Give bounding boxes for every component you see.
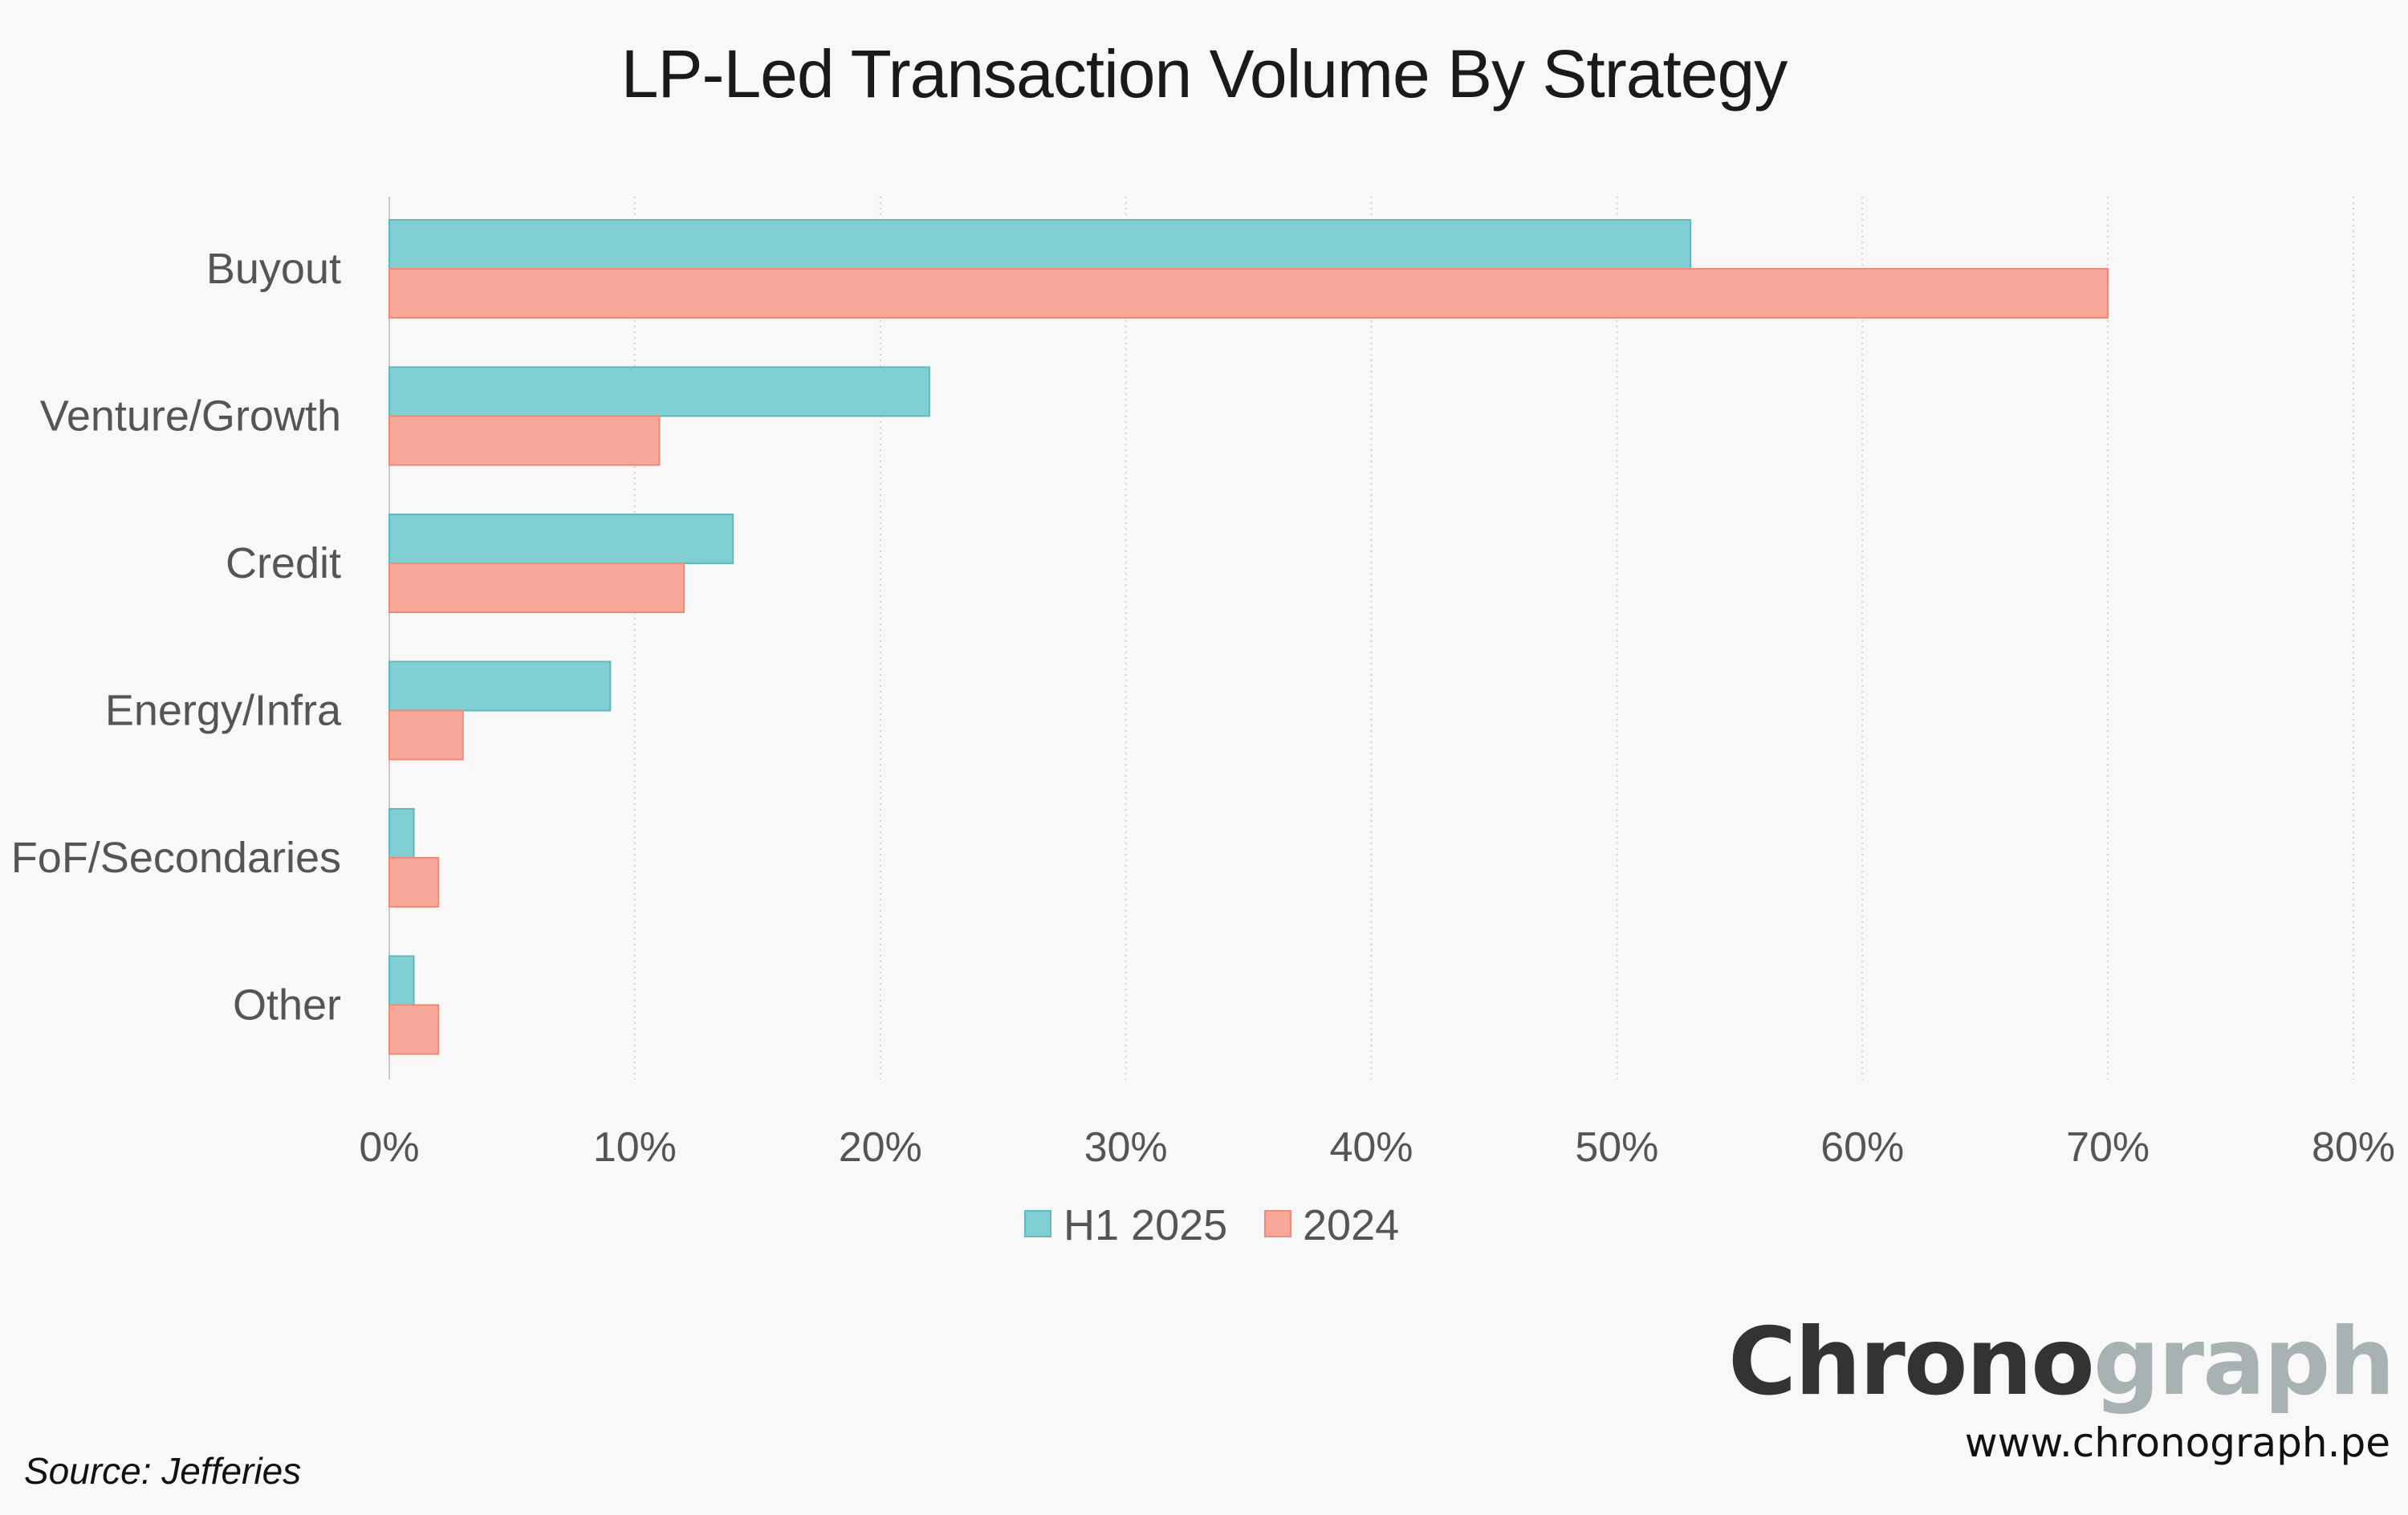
- bar-h1-2025: [388, 514, 734, 564]
- bar-h1-2025: [388, 366, 930, 417]
- logo-text-accent: graph: [2093, 1308, 2395, 1416]
- source-note: Source: Jefferies: [24, 1450, 302, 1492]
- bar-2024: [388, 709, 464, 761]
- bar-2024: [388, 1004, 440, 1055]
- chronograph-logo: Chronograph: [1728, 1316, 2395, 1409]
- category-label: Credit: [226, 539, 341, 587]
- x-tick-label: 70%: [2066, 1124, 2150, 1171]
- chart-title: LP-Led Transaction Volume By Strategy: [620, 36, 1788, 112]
- category-label: FoF/Secondaries: [11, 834, 341, 882]
- x-tick-label: 60%: [1820, 1124, 1904, 1171]
- x-tick-label: 40%: [1329, 1124, 1413, 1171]
- bar-h1-2025: [388, 219, 1692, 270]
- category-label: Buyout: [206, 245, 341, 293]
- website-url[interactable]: www.chronograph.pe: [1964, 1420, 2390, 1466]
- bars: [388, 219, 2109, 1055]
- legend-label: 2024: [1303, 1201, 1399, 1249]
- legend-label: H1 2025: [1064, 1201, 1227, 1249]
- legend-swatch: [1264, 1210, 1291, 1237]
- bar-h1-2025: [388, 660, 612, 712]
- x-tick-label: 10%: [593, 1124, 677, 1171]
- x-tick-label: 80%: [2312, 1124, 2395, 1171]
- bar-h1-2025: [388, 955, 415, 1006]
- category-label: Other: [233, 981, 341, 1030]
- gridlines: [388, 197, 2354, 1079]
- x-tick-label: 50%: [1575, 1124, 1658, 1171]
- category-label: Venture/Growth: [40, 392, 341, 441]
- x-tick-label: 0%: [359, 1124, 419, 1171]
- bar-2024: [388, 415, 661, 466]
- x-tick-labels: 0% 10% 20% 30% 40% 50% 60% 70% 80%: [359, 1124, 2395, 1171]
- x-tick-label: 30%: [1084, 1124, 1168, 1171]
- bar-h1-2025: [388, 808, 415, 859]
- category-labels: Buyout Venture/Growth Credit Energy/Infra Fo…: [11, 245, 342, 1030]
- category-label: Energy/Infra: [105, 687, 342, 735]
- bar-2024: [388, 857, 440, 908]
- bar-2024: [388, 563, 685, 613]
- x-tick-label: 20%: [839, 1124, 922, 1171]
- legend-swatch: [1024, 1210, 1051, 1237]
- legend: H1 2025 2024: [1024, 1201, 1399, 1249]
- bar-2024: [388, 268, 2109, 319]
- logo-text-main: Chrono: [1727, 1308, 2095, 1416]
